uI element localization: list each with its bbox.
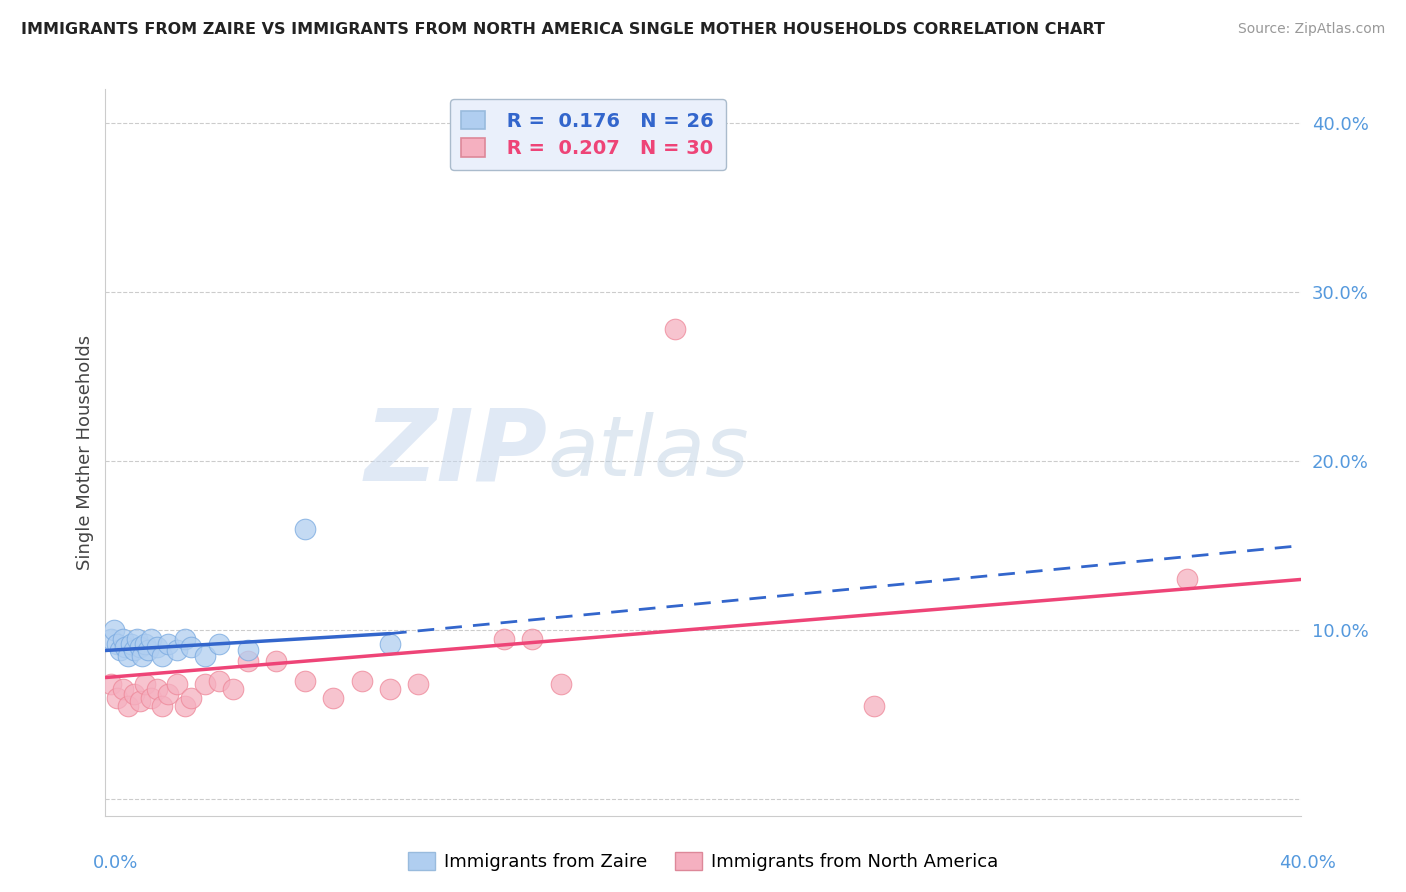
- Text: 0.0%: 0.0%: [93, 855, 138, 872]
- Point: [236, 643, 259, 657]
- Point: [131, 648, 153, 663]
- Point: [139, 632, 162, 646]
- Point: [105, 690, 128, 705]
- Point: [134, 677, 156, 691]
- Text: ZIP: ZIP: [364, 404, 547, 501]
- Y-axis label: Single Mother Households: Single Mother Households: [76, 335, 94, 570]
- Point: [100, 677, 122, 691]
- Point: [114, 640, 136, 654]
- Point: [166, 643, 188, 657]
- Point: [134, 637, 156, 651]
- Point: [180, 640, 202, 654]
- Text: 40.0%: 40.0%: [1279, 855, 1336, 872]
- Point: [122, 688, 145, 702]
- Point: [180, 690, 202, 705]
- Point: [117, 648, 139, 663]
- Point: [294, 673, 316, 688]
- Point: [378, 682, 401, 697]
- Point: [150, 699, 173, 714]
- Point: [1175, 573, 1198, 587]
- Point: [128, 640, 150, 654]
- Point: [664, 322, 686, 336]
- Point: [111, 632, 134, 646]
- Text: atlas: atlas: [547, 412, 749, 493]
- Point: [208, 637, 231, 651]
- Text: Source: ZipAtlas.com: Source: ZipAtlas.com: [1237, 22, 1385, 37]
- Point: [174, 632, 197, 646]
- Point: [322, 690, 344, 705]
- Point: [492, 632, 515, 646]
- Point: [150, 648, 173, 663]
- Point: [264, 654, 287, 668]
- Point: [117, 699, 139, 714]
- Point: [145, 640, 167, 654]
- Point: [194, 648, 217, 663]
- Point: [128, 694, 150, 708]
- Point: [550, 677, 572, 691]
- Point: [522, 632, 544, 646]
- Point: [194, 677, 217, 691]
- Point: [120, 637, 142, 651]
- Legend:  R =  0.176   N = 26,  R =  0.207   N = 30: R = 0.176 N = 26, R = 0.207 N = 30: [450, 99, 725, 169]
- Point: [103, 624, 125, 638]
- Legend: Immigrants from Zaire, Immigrants from North America: Immigrants from Zaire, Immigrants from N…: [401, 846, 1005, 879]
- Point: [862, 699, 884, 714]
- Point: [174, 699, 197, 714]
- Point: [236, 654, 259, 668]
- Point: [145, 682, 167, 697]
- Point: [157, 688, 180, 702]
- Point: [100, 632, 122, 646]
- Point: [105, 637, 128, 651]
- Point: [157, 637, 180, 651]
- Point: [125, 632, 148, 646]
- Point: [136, 643, 159, 657]
- Point: [408, 677, 430, 691]
- Point: [378, 637, 401, 651]
- Point: [108, 643, 131, 657]
- Point: [166, 677, 188, 691]
- Point: [208, 673, 231, 688]
- Point: [122, 643, 145, 657]
- Point: [222, 682, 245, 697]
- Point: [294, 522, 316, 536]
- Point: [350, 673, 373, 688]
- Text: IMMIGRANTS FROM ZAIRE VS IMMIGRANTS FROM NORTH AMERICA SINGLE MOTHER HOUSEHOLDS : IMMIGRANTS FROM ZAIRE VS IMMIGRANTS FROM…: [21, 22, 1105, 37]
- Point: [111, 682, 134, 697]
- Point: [139, 690, 162, 705]
